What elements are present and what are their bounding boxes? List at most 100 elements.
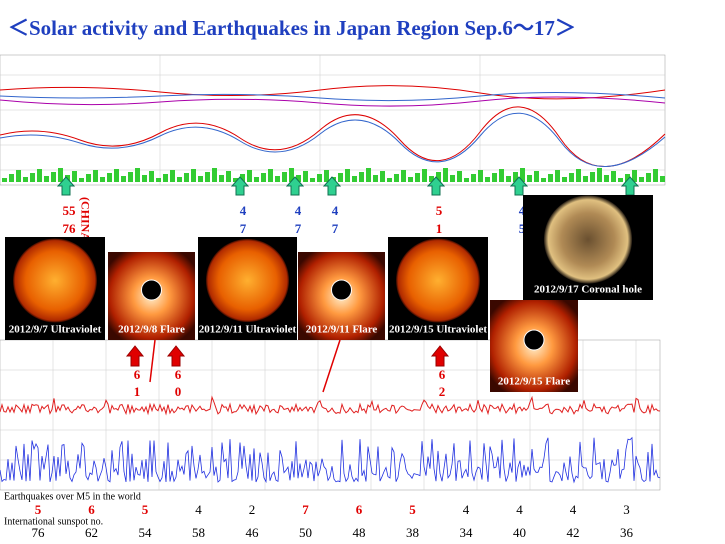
bar-decor: [338, 173, 343, 182]
image-caption: 2012/9/8 Flare: [118, 324, 185, 336]
sunspot-count: 36: [620, 525, 634, 540]
bar-decor: [562, 177, 567, 182]
bar-decor: [345, 169, 350, 182]
bar-decor: [23, 177, 28, 182]
bar-decor: [219, 175, 224, 182]
earthquake-count: 5: [142, 502, 149, 517]
image-caption: 2012/9/11 Flare: [306, 324, 378, 336]
sunspot-count: 62: [85, 525, 98, 540]
image-caption: 2012/9/17 Coronal hole: [534, 284, 642, 296]
arrow-label: 5: [436, 203, 443, 218]
bar-decor: [303, 171, 308, 182]
bar-decor: [93, 170, 98, 182]
row-label: Earthquakes over M5 in the world: [4, 491, 141, 502]
green-arrow: [56, 176, 76, 196]
bar-decor: [492, 173, 497, 182]
bar-decor: [275, 176, 280, 182]
bar-decor: [443, 168, 448, 182]
bar-decor: [387, 178, 392, 182]
bar-decor: [72, 171, 77, 182]
title: ＜Solar activity and Earthquakes in Japan…: [8, 16, 576, 40]
bar-decor: [37, 169, 42, 182]
sunspot-count: 46: [246, 525, 260, 540]
green-arrow: [426, 176, 446, 196]
arrow-label: 4: [519, 203, 526, 218]
bar-decor: [408, 177, 413, 182]
bar-decor: [415, 173, 420, 182]
bar-decor: [506, 176, 511, 182]
bar-decor: [590, 172, 595, 182]
earthquake-count: 5: [409, 502, 416, 517]
bar-decor: [177, 177, 182, 182]
earthquake-count: 2: [249, 502, 256, 517]
bar-decor: [282, 172, 287, 182]
earthquake-count: 6: [356, 502, 363, 517]
bar-decor: [457, 171, 462, 182]
arrow-label: 6: [175, 367, 182, 382]
bar-decor: [114, 169, 119, 182]
bar-decor: [100, 177, 105, 182]
occulter: [141, 279, 162, 301]
arrow-label: 76: [63, 221, 77, 236]
bar-decor: [310, 178, 315, 182]
bar-decor: [569, 173, 574, 182]
arrow-label: 7: [332, 221, 339, 236]
image-caption: 2012/9/15 Ultraviolet: [389, 324, 487, 336]
bar-decor: [527, 175, 532, 182]
row-label: International sunspot no.: [4, 516, 103, 527]
bar-decor: [359, 172, 364, 182]
bar-decor: [653, 169, 658, 182]
sun-disc: [205, 238, 290, 323]
pointer: [149, 339, 156, 383]
sun-disc: [543, 195, 633, 284]
bar-decor: [639, 177, 644, 182]
bar-decor: [254, 177, 259, 182]
bar-decor: [205, 172, 210, 182]
bar-decor: [485, 177, 490, 182]
bar-decor: [576, 169, 581, 182]
arrow-label: 2: [439, 384, 446, 399]
bar-decor: [86, 174, 91, 182]
bar-decor: [401, 170, 406, 182]
bar-decor: [198, 176, 203, 182]
sunspot-count: 38: [406, 525, 419, 540]
sunspot-count: 48: [353, 525, 366, 540]
bar-decor: [51, 172, 56, 182]
bar-decor: [135, 168, 140, 182]
pointer: [322, 339, 341, 393]
bar-decor: [184, 173, 189, 182]
bar-decor: [324, 170, 329, 182]
bar-decor: [296, 175, 301, 182]
bar-decor: [352, 176, 357, 182]
earthquake-count: 6: [88, 502, 95, 517]
upper-chart: [0, 54, 666, 186]
red-arrow: [125, 345, 145, 367]
bar-decor: [107, 173, 112, 182]
earthquake-count: 4: [570, 502, 577, 517]
bar-decor: [261, 173, 266, 182]
bar-decor: [450, 175, 455, 182]
sunspot-count: 58: [192, 525, 205, 540]
red-arrow: [166, 345, 186, 367]
bar-decor: [317, 174, 322, 182]
image-caption: 2012/9/15 Flare: [498, 376, 570, 388]
bar-decor: [9, 174, 14, 182]
bar-decor: [366, 168, 371, 182]
bar-decor: [660, 176, 665, 182]
bar-decor: [604, 175, 609, 182]
bar-decor: [128, 172, 133, 182]
arrow-label: 4: [240, 203, 247, 218]
occulter: [523, 329, 545, 351]
bar-decor: [79, 178, 84, 182]
green-arrow: [620, 176, 640, 196]
bar-decor: [429, 176, 434, 182]
bar-decor: [632, 170, 637, 182]
green-arrow: [509, 176, 529, 196]
sunspot-count: 42: [567, 525, 580, 540]
occulter: [331, 279, 352, 301]
arrow-label: 1: [436, 221, 443, 236]
bar-decor: [618, 178, 623, 182]
bar-decor: [422, 169, 427, 182]
side-note: (CHINA): [78, 197, 92, 245]
